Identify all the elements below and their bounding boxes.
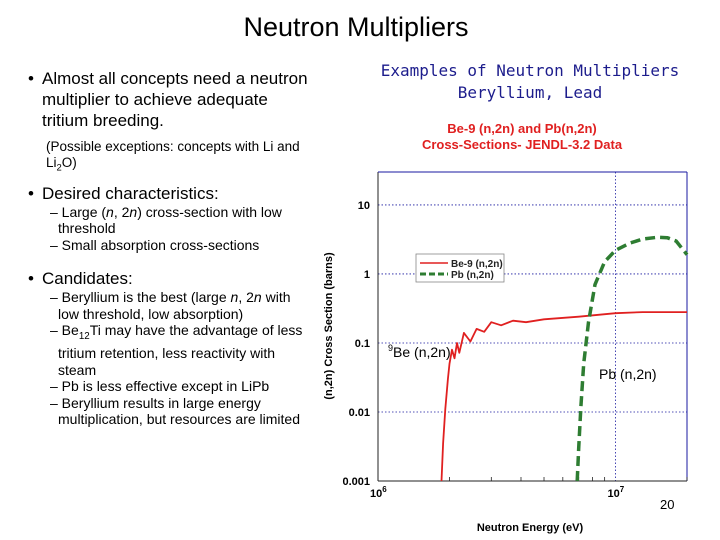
chart-title: Cross-Sections- JENDL-3.2 Data: [422, 137, 623, 152]
legend-label: Be-9 (n,2n): [451, 259, 503, 270]
x-axis-label: Neutron Energy (eV): [477, 522, 584, 534]
chart-title: Be-9 (n,2n) and Pb(n,2n): [447, 121, 597, 136]
legend-box: [415, 253, 505, 283]
cross-section-chart: Be-9 (n,2n) and Pb(n,2n)Cross-Sections- …: [323, 121, 689, 534]
left-column: • Almost all concepts need a neutron mul…: [22, 68, 312, 428]
sub-bullet: – Pb is less effective except in LiPb: [50, 378, 270, 395]
bullet-text: Desired characteristics:: [42, 183, 219, 203]
sub-bullet: – Small absorption cross-sections: [50, 236, 260, 253]
y-tick-label: 10: [358, 200, 370, 212]
sub-bullet: – Beryllium results in large energy mult…: [50, 394, 300, 428]
pb-annotation: Pb (n,2n): [599, 366, 657, 382]
bullet-text: Candidates:: [42, 269, 133, 289]
examples-heading: Examples of Neutron Multipliers Berylliu…: [362, 60, 698, 104]
be9-annotation: 9Be (n,2n): [388, 343, 451, 360]
x-tick-label: 106: [370, 485, 387, 500]
examples-line: Beryllium, Lead: [457, 83, 603, 102]
sub-bullet: – Beryllium is the best (large n, 2n wit…: [50, 289, 291, 322]
series-line-be9: [440, 311, 687, 482]
series-line-pb: [575, 235, 689, 482]
bullet-dot: •: [28, 269, 34, 289]
y-tick-label: 0.01: [349, 407, 370, 419]
examples-line: Examples of Neutron Multipliers: [380, 61, 680, 80]
legend-label: Pb (n,2n): [451, 270, 494, 281]
y-tick-label: 1: [364, 269, 370, 281]
y-tick-label: 0.001: [342, 476, 370, 488]
bullet-text: Almost all concepts need a neutron multi…: [42, 69, 308, 130]
y-axis-label: (n,2n) Cross Section (barns): [323, 252, 335, 400]
bullet-dot: •: [28, 69, 34, 88]
bullet-item: • Almost all concepts need a neutron mul…: [22, 68, 312, 131]
bullet-item: • Desired characteristics:: [22, 183, 312, 204]
x-tick-label: 107: [608, 485, 625, 500]
bullet-item: • Candidates:: [22, 268, 312, 289]
sub-bullet: – Be12Ti may have the advantage of less …: [50, 322, 303, 378]
exceptions-note: (Possible exceptions: concepts with Li a…: [46, 139, 300, 174]
slide-title: Neutron Multipliers: [243, 12, 469, 42]
page-number: 20: [660, 497, 675, 512]
sub-bullet: – Large (n, 2n) cross-section with low t…: [50, 203, 282, 237]
bullet-dot: •: [28, 183, 34, 203]
y-tick-label: 0.1: [355, 338, 370, 350]
